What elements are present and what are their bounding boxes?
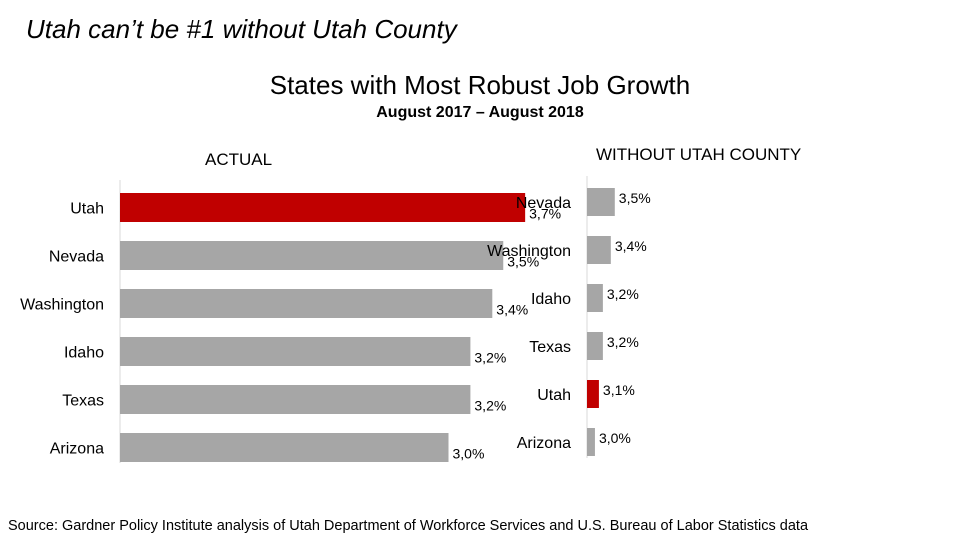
actual-category-label-utah: Utah bbox=[70, 201, 104, 218]
without-utah-county-chart: Nevada 3,5%Washington 3,4%Idaho 3,2%Texas 3,… bbox=[487, 176, 651, 458]
actual-category-label-idaho: Idaho bbox=[64, 345, 104, 362]
without-utah-county-bar-nevada bbox=[587, 188, 615, 216]
actual-category-label-arizona: Arizona bbox=[50, 441, 104, 458]
without-utah-county-category-label-arizona: Arizona bbox=[517, 435, 571, 452]
without-utah-county-category-label-nevada: Nevada bbox=[516, 195, 571, 212]
chart-subtitle: August 2017 – August 2018 bbox=[376, 104, 584, 121]
without-utah-county-category-label-utah: Utah bbox=[537, 387, 571, 404]
actual-value-label-arizona: 3,0% bbox=[453, 446, 485, 462]
actual-category-label-nevada: Nevada bbox=[49, 249, 104, 266]
without-utah-county-value-label-utah: 3,1% bbox=[603, 382, 635, 398]
without-utah-county-bar-idaho bbox=[587, 284, 603, 312]
headline: Utah can’t be #1 without Utah County bbox=[26, 14, 457, 44]
actual-value-label-washington: 3,4% bbox=[496, 302, 528, 318]
actual-category-label-washington: Washington bbox=[20, 297, 104, 314]
actual-bar-arizona bbox=[120, 433, 449, 462]
without-utah-county-value-label-texas: 3,2% bbox=[607, 334, 639, 350]
actual-value-label-utah: 3,7% bbox=[529, 206, 561, 222]
without-utah-county-value-label-arizona: 3,0% bbox=[599, 430, 631, 446]
without-utah-county-panel-title: WITHOUT UTAH COUNTY bbox=[596, 145, 802, 164]
without-utah-county-value-label-nevada: 3,5% bbox=[619, 190, 651, 206]
actual-bar-idaho bbox=[120, 337, 471, 366]
actual-bar-washington bbox=[120, 289, 493, 318]
actual-value-label-idaho: 3,2% bbox=[474, 350, 506, 366]
chart-title: States with Most Robust Job Growth bbox=[269, 70, 691, 100]
without-utah-county-category-label-idaho: Idaho bbox=[531, 291, 571, 308]
actual-bar-texas bbox=[120, 385, 471, 414]
without-utah-county-category-label-washington: Washington bbox=[487, 243, 571, 260]
without-utah-county-bar-washington bbox=[587, 236, 611, 264]
actual-panel-title: ACTUAL bbox=[205, 150, 273, 169]
without-utah-county-value-label-idaho: 3,2% bbox=[607, 286, 639, 302]
without-utah-county-bar-utah bbox=[587, 380, 599, 408]
actual-bar-utah bbox=[120, 193, 526, 222]
source-note: Source: Gardner Policy Institute analysi… bbox=[8, 518, 809, 534]
without-utah-county-value-label-washington: 3,4% bbox=[615, 238, 647, 254]
actual-chart: Utah 3,7% Nevada 3,5% Washington 3,4% Idaho 3,2… bbox=[20, 180, 561, 463]
without-utah-county-category-label-texas: Texas bbox=[529, 339, 571, 356]
actual-value-label-texas: 3,2% bbox=[474, 398, 506, 414]
without-utah-county-bar-arizona bbox=[587, 428, 595, 456]
actual-category-label-texas: Texas bbox=[62, 393, 104, 410]
actual-value-label-nevada: 3,5% bbox=[507, 254, 539, 270]
actual-bar-nevada bbox=[120, 241, 504, 270]
without-utah-county-bar-texas bbox=[587, 332, 603, 360]
